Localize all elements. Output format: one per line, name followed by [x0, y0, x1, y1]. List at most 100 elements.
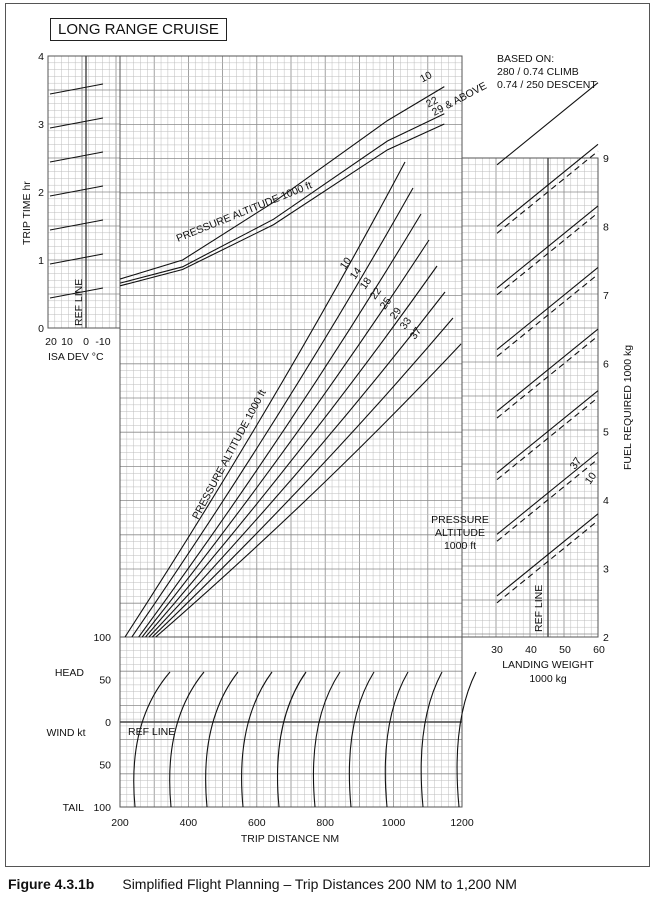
wind-tick-label: 50 — [99, 760, 111, 772]
distance-curve — [148, 291, 446, 638]
fuel-ref-line-label: REF LINE — [533, 585, 545, 632]
wind-tick-label: 0 — [105, 717, 111, 729]
wind-ref-line-label: REF LINE — [128, 726, 175, 738]
isa-dev-line — [49, 83, 104, 95]
fuel-series-label: 37 — [568, 455, 585, 472]
distance-tick-label: 200 — [111, 817, 129, 829]
fuel-tick-label: 3 — [603, 564, 609, 576]
trip-time-axis-label: TRIP TIME hr — [21, 181, 33, 245]
fuel-correction-line — [496, 273, 599, 357]
figure-caption-text: Simplified Flight Planning – Trip Distan… — [122, 876, 517, 892]
fuel-correction-line — [496, 458, 599, 542]
distance-tick-label: 800 — [316, 817, 334, 829]
wind-correction-curve — [312, 671, 341, 808]
isa-dev-tick-label: 20 — [45, 336, 57, 348]
fuel-correction-line — [496, 513, 599, 597]
wind-tick-label: 100 — [93, 632, 111, 644]
fuel-tick-label: 7 — [603, 290, 609, 302]
fuel-correction-line — [496, 397, 599, 481]
distance-curve — [138, 213, 422, 638]
trip-time-curve-label: 10 — [418, 69, 434, 85]
distance-tick-label: 400 — [180, 817, 198, 829]
landing-weight-axis-label: LANDING WEIGHT — [502, 659, 594, 671]
wind-tail-label: TAIL — [63, 802, 85, 814]
main-grid — [119, 55, 463, 638]
trip-time-tick-label: 2 — [38, 187, 44, 199]
trip-time-tick-label: 4 — [38, 51, 44, 63]
fuel-correction-line — [496, 150, 599, 234]
wind-tick-label: 100 — [93, 802, 111, 814]
wind-correction-curve — [276, 671, 307, 808]
trip-time-curve — [119, 123, 445, 287]
chart-title: LONG RANGE CRUISE — [50, 18, 227, 41]
isa-dev-tick-label: -10 — [95, 336, 110, 348]
based-on-line: 280 / 0.74 CLIMB — [497, 66, 579, 78]
based-on-note: BASED ON: 280 / 0.74 CLIMB 0.74 / 250 DE… — [497, 53, 597, 92]
isa-dev-line — [49, 253, 104, 265]
distance-axis-label: TRIP DISTANCE NM — [241, 833, 339, 845]
distance-tick-label: 600 — [248, 817, 266, 829]
landing-weight-axis-unit: 1000 kg — [529, 673, 567, 685]
wind-correction-curve — [133, 671, 171, 808]
wind-correction-curve — [348, 671, 375, 808]
trip-time-curve-label: 22 — [424, 94, 440, 110]
trip-time-curve-label: 29 & ABOVE — [430, 80, 489, 119]
fuel-correction-line — [496, 328, 599, 412]
wind-correction-curve — [420, 671, 443, 808]
distance-curve — [131, 187, 414, 638]
distance-curve — [155, 343, 462, 638]
distance-tick-label: 1000 — [382, 817, 406, 829]
distance-curve — [124, 161, 406, 638]
fuel-pressure-label: PRESSURE — [431, 514, 489, 526]
fuel-correction-line — [496, 82, 599, 166]
fuel-axis-label: FUEL REQUIRED 1000 kg — [622, 345, 634, 470]
fuel-tick-label: 9 — [603, 153, 609, 165]
fuel-tick-label: 8 — [603, 221, 609, 233]
figure-number: Figure 4.3.1b — [8, 876, 95, 892]
trip-time-tick-label: 3 — [38, 119, 44, 131]
wind-grid — [119, 636, 463, 808]
distance-curve — [145, 265, 438, 638]
fuel-correction-line — [496, 205, 599, 289]
wind-correction-curve — [456, 671, 477, 808]
wind-correction-curve — [384, 671, 409, 808]
fuel-grid — [461, 157, 599, 638]
wind-correction-curve — [241, 671, 273, 808]
fuel-pressure-label: ALTITUDE — [435, 527, 485, 539]
wind-correction-curve — [169, 671, 205, 808]
fuel-tick-label: 2 — [603, 632, 609, 644]
wind-tick-label: 50 — [99, 675, 111, 687]
fuel-pressure-label: 1000 ft — [444, 540, 476, 552]
isa-dev-line — [49, 185, 104, 197]
trip-time-tick-label: 1 — [38, 255, 44, 267]
wind-axis-label: WIND kt — [46, 727, 85, 739]
trip-time-curve — [119, 113, 445, 284]
based-on-line: 0.74 / 250 DESCENT — [497, 79, 597, 91]
landing-weight-tick-label: 30 — [491, 644, 503, 656]
based-on-line: BASED ON: — [497, 53, 555, 65]
fuel-correction-line — [496, 212, 599, 296]
distance-tick-label: 1200 — [450, 817, 474, 829]
isa-dev-tick-label: 10 — [61, 336, 73, 348]
fuel-tick-label: 4 — [603, 495, 609, 507]
fuel-correction-line — [496, 267, 599, 351]
fuel-correction-line — [496, 143, 599, 227]
trip-time-tick-label: 0 — [38, 323, 44, 335]
figure-frame — [5, 3, 650, 867]
fuel-correction-line — [496, 390, 599, 474]
landing-weight-tick-label: 60 — [593, 644, 605, 656]
wind-head-label: HEAD — [55, 667, 85, 679]
isa-dev-line — [49, 151, 104, 163]
fuel-tick-label: 5 — [603, 427, 609, 439]
distance-curve — [141, 239, 430, 638]
fuel-correction-line — [496, 520, 599, 604]
isa-dev-axis-label: ISA DEV °C — [48, 351, 104, 363]
isa-dev-line — [49, 117, 104, 129]
fuel-correction-line — [496, 451, 599, 535]
isa-dev-grid — [47, 55, 121, 329]
fuel-correction-line — [496, 335, 599, 419]
wind-correction-curve — [205, 671, 239, 808]
isa-dev-line — [49, 287, 104, 299]
isa-dev-tick-label: 0 — [83, 336, 89, 348]
